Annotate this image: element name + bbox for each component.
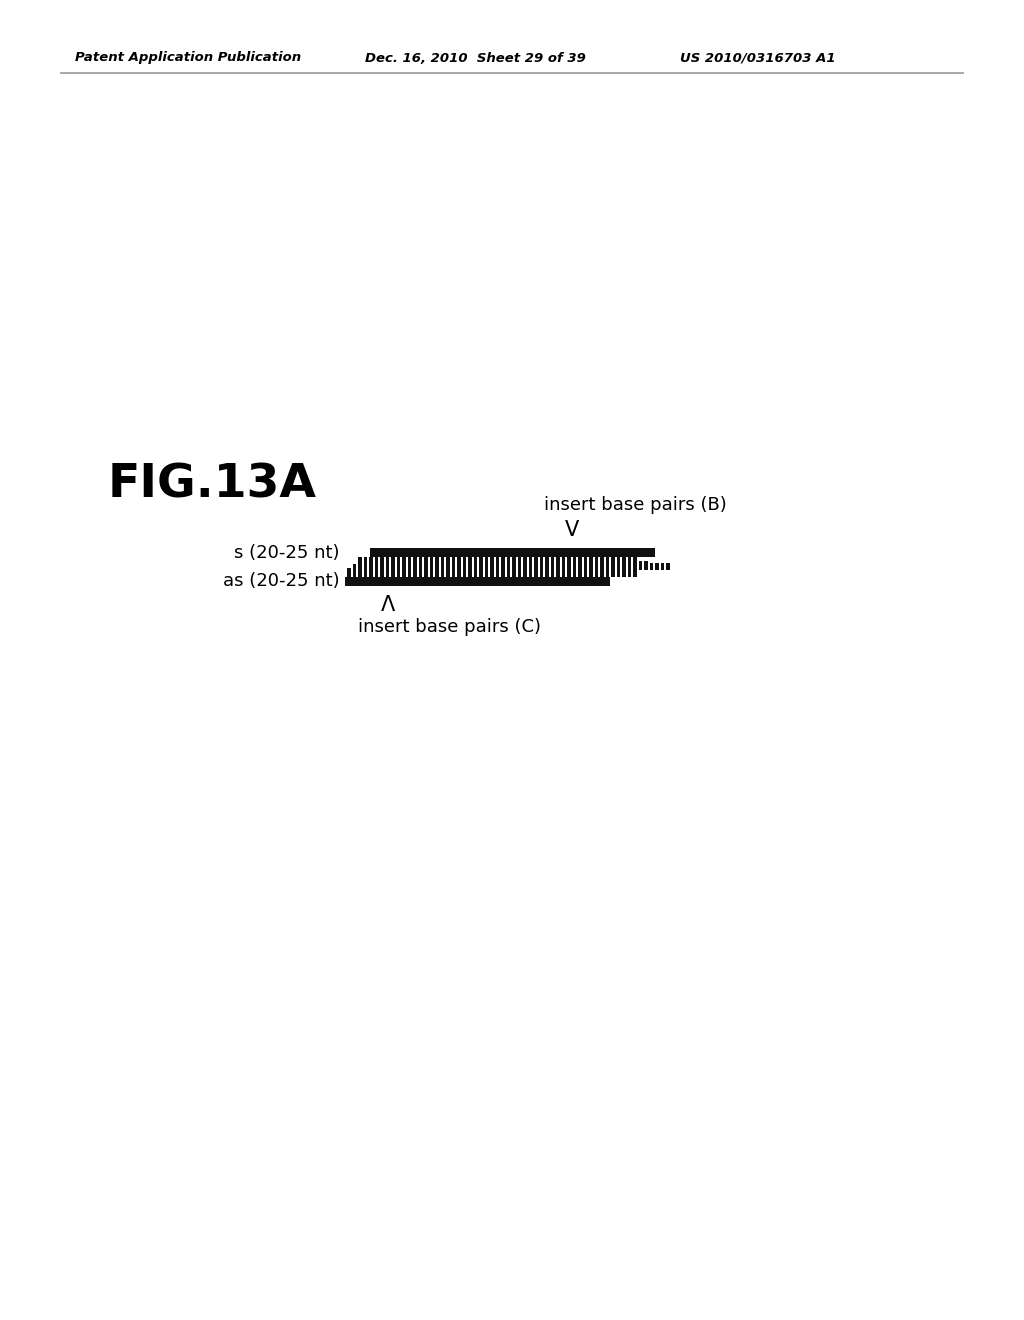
Bar (628, 557, 631, 577)
Text: FIG.13A: FIG.13A (108, 462, 317, 507)
Bar (375, 557, 378, 577)
Bar (616, 557, 620, 577)
Bar (660, 564, 664, 570)
Bar (528, 557, 532, 577)
Bar (501, 557, 505, 577)
Bar (457, 557, 461, 577)
Bar (391, 557, 394, 577)
Bar (419, 557, 422, 577)
Bar (572, 557, 575, 577)
Text: Λ: Λ (381, 595, 395, 615)
Bar (655, 564, 658, 570)
Bar (496, 557, 499, 577)
Bar (408, 557, 411, 577)
Bar (589, 557, 593, 577)
Bar (611, 557, 614, 577)
Bar (484, 557, 488, 577)
Bar (534, 557, 538, 577)
Bar (479, 557, 482, 577)
Bar (605, 557, 609, 577)
Bar (540, 557, 543, 577)
Bar (567, 557, 570, 577)
Text: insert base pairs (B): insert base pairs (B) (544, 496, 726, 513)
Text: as (20-25 nt): as (20-25 nt) (223, 573, 340, 590)
Bar (468, 557, 471, 577)
Bar (385, 557, 389, 577)
Bar (473, 557, 477, 577)
Bar (352, 564, 356, 577)
Bar (523, 557, 526, 577)
Bar (435, 557, 438, 577)
Bar (633, 557, 637, 577)
Bar (639, 561, 642, 570)
Bar (644, 561, 647, 570)
Bar (452, 557, 455, 577)
Text: insert base pairs (C): insert base pairs (C) (358, 618, 542, 636)
Bar (507, 557, 510, 577)
Text: s (20-25 nt): s (20-25 nt) (234, 544, 340, 561)
Bar (370, 548, 655, 557)
Bar (358, 557, 361, 577)
Bar (345, 577, 610, 586)
Bar (60, 73, 964, 74)
Bar (424, 557, 427, 577)
Bar (347, 568, 350, 577)
Bar (600, 557, 603, 577)
Text: US 2010/0316703 A1: US 2010/0316703 A1 (680, 51, 836, 65)
Bar (364, 557, 367, 577)
Bar (402, 557, 406, 577)
Bar (429, 557, 433, 577)
Bar (561, 557, 565, 577)
Bar (380, 557, 384, 577)
Text: V: V (565, 520, 580, 540)
Bar (413, 557, 417, 577)
Bar (551, 557, 554, 577)
Bar (369, 557, 373, 577)
Bar (595, 557, 598, 577)
Bar (649, 564, 653, 570)
Bar (666, 564, 670, 570)
Bar (578, 557, 582, 577)
Bar (556, 557, 559, 577)
Bar (463, 557, 466, 577)
Text: Dec. 16, 2010  Sheet 29 of 39: Dec. 16, 2010 Sheet 29 of 39 (365, 51, 586, 65)
Bar (545, 557, 549, 577)
Text: Patent Application Publication: Patent Application Publication (75, 51, 301, 65)
Bar (517, 557, 521, 577)
Bar (396, 557, 400, 577)
Bar (622, 557, 626, 577)
Bar (490, 557, 494, 577)
Bar (584, 557, 587, 577)
Bar (512, 557, 515, 577)
Bar (440, 557, 444, 577)
Bar (446, 557, 450, 577)
